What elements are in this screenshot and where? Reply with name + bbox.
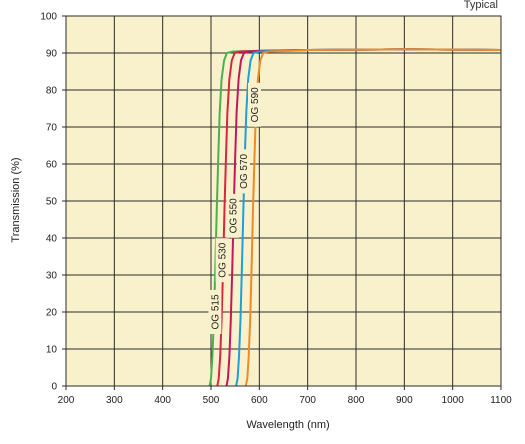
x-tick-label: 500: [203, 395, 220, 406]
typical-note: Typical: [464, 0, 498, 11]
y-tick-label: 30: [46, 271, 58, 282]
x-axis-title: Wavelength (nm): [246, 419, 329, 431]
series-label: OG 530: [218, 242, 229, 277]
x-tick-label: 200: [58, 395, 75, 406]
y-tick-label: 50: [46, 197, 58, 208]
series-label-group: OG 590: [248, 82, 261, 127]
x-axis-ticks: 200 300 400 500 600 700 800 900 1000 1100: [58, 386, 512, 406]
y-tick-label: 90: [46, 49, 58, 60]
x-tick-label: 1100: [490, 395, 512, 406]
y-tick-label: 100: [40, 12, 57, 23]
y-tick-label: 20: [46, 308, 58, 319]
series-label-group: OG 530: [215, 238, 229, 283]
series-label-background: [226, 193, 240, 238]
plot-border: [65, 15, 502, 387]
y-tick-label: 10: [46, 345, 58, 356]
x-tick-label: 300: [106, 395, 123, 406]
y-tick-label: 0: [51, 382, 57, 393]
series-label-group: OG 570: [236, 149, 250, 194]
x-tick-label: 1000: [442, 395, 465, 406]
y-axis-ticks: 0 10 20 30 40 50 60 70 80 90 100: [40, 12, 66, 393]
series-label: OG 590: [250, 87, 261, 122]
x-tick-label: 800: [348, 395, 365, 406]
x-tick-label: 700: [299, 395, 316, 406]
series-label-background: [236, 149, 250, 194]
series-label: OG 515: [210, 294, 221, 329]
y-tick-label: 40: [46, 234, 58, 245]
series-label-background: [248, 82, 261, 127]
series-label-background: [215, 238, 229, 283]
y-tick-label: 60: [46, 160, 58, 171]
y-tick-label: 80: [46, 86, 58, 97]
y-tick-label: 70: [46, 123, 58, 134]
series-label-group: OG 550: [226, 193, 240, 238]
x-tick-label: 900: [396, 395, 413, 406]
x-tick-label: 400: [154, 395, 171, 406]
y-axis-title: Transmission (%): [10, 157, 22, 242]
series-label: OG 570: [239, 153, 250, 188]
series-label: OG 550: [228, 198, 239, 233]
x-tick-label: 600: [251, 395, 268, 406]
series-label-background: [208, 290, 222, 334]
series-label-group: OG 515: [208, 290, 222, 334]
